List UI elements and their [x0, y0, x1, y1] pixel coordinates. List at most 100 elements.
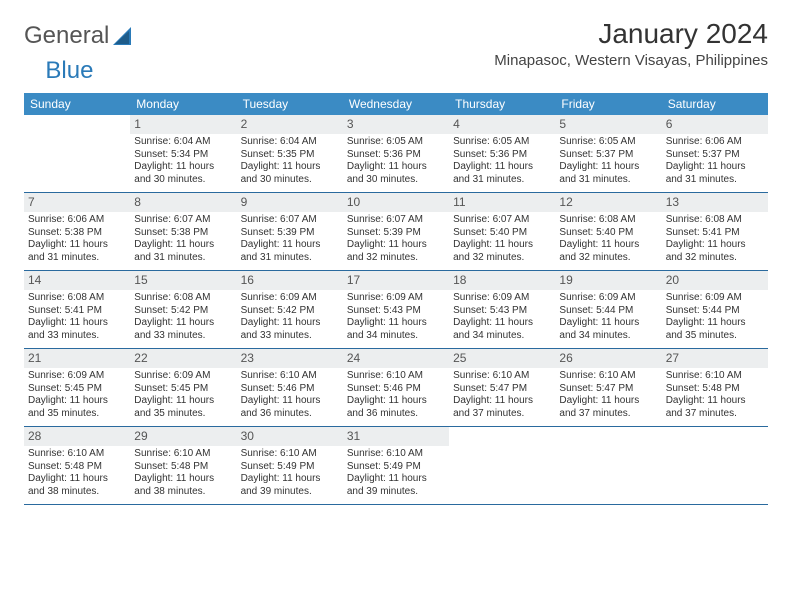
sunrise-text: Sunrise: 6:10 AM	[28, 448, 126, 461]
daylight-text: Daylight: 11 hours and 35 minutes.	[28, 395, 126, 420]
dow-wednesday: Wednesday	[343, 93, 449, 115]
day-number	[662, 427, 768, 446]
daylight-text: Daylight: 11 hours and 38 minutes.	[28, 473, 126, 498]
week-row: 21Sunrise: 6:09 AMSunset: 5:45 PMDayligh…	[24, 349, 768, 427]
day-number: 11	[449, 193, 555, 212]
sunset-text: Sunset: 5:49 PM	[241, 461, 339, 474]
day-number: 10	[343, 193, 449, 212]
sunrise-text: Sunrise: 6:06 AM	[28, 214, 126, 227]
week-row: 28Sunrise: 6:10 AMSunset: 5:48 PMDayligh…	[24, 427, 768, 505]
daylight-text: Daylight: 11 hours and 31 minutes.	[453, 161, 551, 186]
dow-monday: Monday	[130, 93, 236, 115]
dow-thursday: Thursday	[449, 93, 555, 115]
sunset-text: Sunset: 5:46 PM	[347, 383, 445, 396]
sunset-text: Sunset: 5:43 PM	[453, 305, 551, 318]
day-cell: 16Sunrise: 6:09 AMSunset: 5:42 PMDayligh…	[237, 271, 343, 348]
logo-sail-icon	[113, 27, 135, 47]
dow-row: Sunday Monday Tuesday Wednesday Thursday…	[24, 93, 768, 115]
day-cell: 20Sunrise: 6:09 AMSunset: 5:44 PMDayligh…	[662, 271, 768, 348]
day-cell: 2Sunrise: 6:04 AMSunset: 5:35 PMDaylight…	[237, 115, 343, 192]
sunrise-text: Sunrise: 6:06 AM	[666, 136, 764, 149]
day-cell: 23Sunrise: 6:10 AMSunset: 5:46 PMDayligh…	[237, 349, 343, 426]
day-number: 4	[449, 115, 555, 134]
sunrise-text: Sunrise: 6:07 AM	[241, 214, 339, 227]
day-number: 2	[237, 115, 343, 134]
day-number: 15	[130, 271, 236, 290]
day-number: 16	[237, 271, 343, 290]
day-cell: 21Sunrise: 6:09 AMSunset: 5:45 PMDayligh…	[24, 349, 130, 426]
daylight-text: Daylight: 11 hours and 36 minutes.	[241, 395, 339, 420]
day-cell: 27Sunrise: 6:10 AMSunset: 5:48 PMDayligh…	[662, 349, 768, 426]
sunrise-text: Sunrise: 6:07 AM	[347, 214, 445, 227]
day-number: 30	[237, 427, 343, 446]
day-number: 14	[24, 271, 130, 290]
sunset-text: Sunset: 5:42 PM	[134, 305, 232, 318]
sunrise-text: Sunrise: 6:10 AM	[134, 448, 232, 461]
sunrise-text: Sunrise: 6:09 AM	[134, 370, 232, 383]
day-cell: 1Sunrise: 6:04 AMSunset: 5:34 PMDaylight…	[130, 115, 236, 192]
sunrise-text: Sunrise: 6:05 AM	[453, 136, 551, 149]
sunrise-text: Sunrise: 6:07 AM	[453, 214, 551, 227]
sunrise-text: Sunrise: 6:10 AM	[347, 448, 445, 461]
sunrise-text: Sunrise: 6:09 AM	[347, 292, 445, 305]
day-cell: 29Sunrise: 6:10 AMSunset: 5:48 PMDayligh…	[130, 427, 236, 504]
daylight-text: Daylight: 11 hours and 39 minutes.	[347, 473, 445, 498]
sunrise-text: Sunrise: 6:09 AM	[453, 292, 551, 305]
day-number: 12	[555, 193, 661, 212]
sunrise-text: Sunrise: 6:09 AM	[559, 292, 657, 305]
title-block: January 2024 Minapasoc, Western Visayas,…	[494, 18, 768, 69]
dow-tuesday: Tuesday	[237, 93, 343, 115]
day-cell: 25Sunrise: 6:10 AMSunset: 5:47 PMDayligh…	[449, 349, 555, 426]
day-cell: 17Sunrise: 6:09 AMSunset: 5:43 PMDayligh…	[343, 271, 449, 348]
sunset-text: Sunset: 5:39 PM	[241, 227, 339, 240]
day-number: 5	[555, 115, 661, 134]
day-number: 17	[343, 271, 449, 290]
sunset-text: Sunset: 5:48 PM	[134, 461, 232, 474]
day-number: 31	[343, 427, 449, 446]
sunset-text: Sunset: 5:44 PM	[559, 305, 657, 318]
day-number: 28	[24, 427, 130, 446]
sunrise-text: Sunrise: 6:10 AM	[666, 370, 764, 383]
sunrise-text: Sunrise: 6:10 AM	[241, 370, 339, 383]
day-cell: 24Sunrise: 6:10 AMSunset: 5:46 PMDayligh…	[343, 349, 449, 426]
sunset-text: Sunset: 5:48 PM	[28, 461, 126, 474]
sunset-text: Sunset: 5:40 PM	[559, 227, 657, 240]
sunset-text: Sunset: 5:45 PM	[28, 383, 126, 396]
day-cell: 5Sunrise: 6:05 AMSunset: 5:37 PMDaylight…	[555, 115, 661, 192]
day-number: 8	[130, 193, 236, 212]
day-number: 22	[130, 349, 236, 368]
location: Minapasoc, Western Visayas, Philippines	[494, 52, 768, 69]
day-cell: 18Sunrise: 6:09 AMSunset: 5:43 PMDayligh…	[449, 271, 555, 348]
day-number: 27	[662, 349, 768, 368]
sunrise-text: Sunrise: 6:09 AM	[241, 292, 339, 305]
day-number: 9	[237, 193, 343, 212]
week-row: 14 Sunrise: 6:08 AMSunset: 5:41 PM Dayligh…	[24, 271, 768, 349]
day-number	[555, 427, 661, 446]
week-row: 1Sunrise: 6:04 AMSunset: 5:34 PMDaylight…	[24, 115, 768, 193]
day-cell: 22Sunrise: 6:09 AMSunset: 5:45 PMDayligh…	[130, 349, 236, 426]
sunrise-text: Sunrise: 6:09 AM	[666, 292, 764, 305]
daylight-text: Daylight: 11 hours and 30 minutes.	[347, 161, 445, 186]
sunset-text: Sunset: 5:44 PM	[666, 305, 764, 318]
day-cell: 31Sunrise: 6:10 AMSunset: 5:49 PMDayligh…	[343, 427, 449, 504]
sunrise-text: Sunrise: 6:05 AM	[347, 136, 445, 149]
sunset-text: Sunset: 5:47 PM	[453, 383, 551, 396]
sunrise-text: Sunrise: 6:08 AM	[28, 292, 126, 305]
daylight-text: Daylight: 11 hours and 34 minutes.	[559, 317, 657, 342]
day-cell: 30Sunrise: 6:10 AMSunset: 5:49 PMDayligh…	[237, 427, 343, 504]
day-number: 26	[555, 349, 661, 368]
day-number: 21	[24, 349, 130, 368]
daylight-text: Daylight: 11 hours and 36 minutes.	[347, 395, 445, 420]
day-cell: 11Sunrise: 6:07 AMSunset: 5:40 PMDayligh…	[449, 193, 555, 270]
daylight-text: Daylight: 11 hours and 34 minutes.	[347, 317, 445, 342]
sunset-text: Sunset: 5:46 PM	[241, 383, 339, 396]
day-cell	[662, 427, 768, 504]
sunset-text: Sunset: 5:41 PM	[28, 305, 126, 318]
day-cell: 9Sunrise: 6:07 AMSunset: 5:39 PMDaylight…	[237, 193, 343, 270]
daylight-text: Daylight: 11 hours and 38 minutes.	[134, 473, 232, 498]
day-number: 7	[24, 193, 130, 212]
sunset-text: Sunset: 5:34 PM	[134, 149, 232, 162]
month-title: January 2024	[494, 18, 768, 50]
week-row: 7Sunrise: 6:06 AMSunset: 5:38 PMDaylight…	[24, 193, 768, 271]
day-number: 13	[662, 193, 768, 212]
